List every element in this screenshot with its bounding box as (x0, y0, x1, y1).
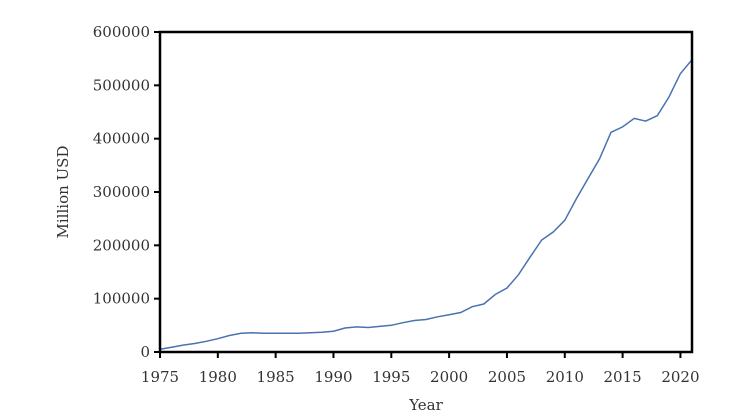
x-tick-label: 1995 (372, 368, 410, 386)
series-line (159, 59, 693, 351)
x-tick-label: 2010 (546, 368, 584, 386)
x-tick-label: 1990 (314, 368, 352, 386)
plot-frame (158, 30, 694, 354)
y-tick-label: 300000 (93, 183, 150, 201)
x-axis-ticks: 1975 1980 1985 1990 1995 2000 2005 2010 2015 2020 (141, 352, 700, 386)
y-tick-label: 200000 (93, 236, 150, 254)
x-tick-label: 2005 (488, 368, 526, 386)
x-axis-label: Year (408, 396, 443, 414)
y-axis-ticks: 0 100000 200000 300000 400000 500000 600000 (93, 23, 160, 361)
x-tick-label: 1980 (199, 368, 237, 386)
y-axis-label: Million USD (54, 146, 72, 239)
x-tick-label: 2015 (604, 368, 642, 386)
x-tick-label: 2020 (661, 368, 699, 386)
x-tick-label: 2000 (430, 368, 468, 386)
x-tick-label: 1975 (141, 368, 179, 386)
y-tick-label: 0 (140, 343, 150, 361)
x-tick-label: 1985 (257, 368, 295, 386)
y-tick-label: 400000 (93, 130, 150, 148)
y-tick-label: 600000 (93, 23, 150, 41)
y-tick-label: 500000 (93, 76, 150, 94)
y-tick-label: 100000 (93, 290, 150, 308)
